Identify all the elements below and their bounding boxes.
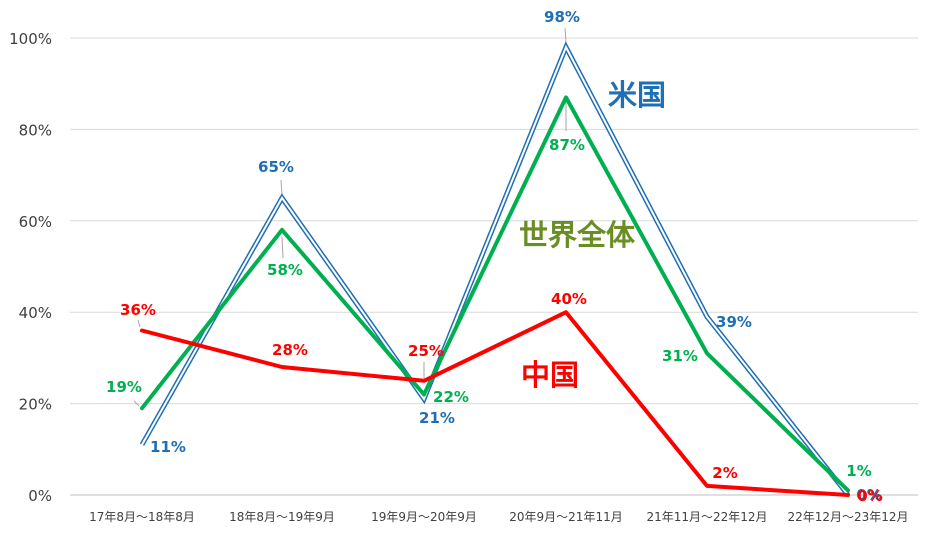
y-tick-label: 60% [19,213,52,231]
series-us [139,41,850,497]
data-label-us: 98% [544,8,580,26]
data-label-world: 87% [549,136,585,154]
leader-line [133,400,140,407]
y-tick-label: 40% [19,304,52,322]
x-axis-ticks: 17年8月～18年8月 18年8月～19年9月 19年9月～20年9月 20年9月～2… [89,510,908,524]
data-label-world: 58% [267,261,303,279]
series-line [140,310,850,497]
data-label-world: 22% [433,388,469,406]
leader-line [137,319,141,328]
x-tick-label: 21年11月～22年12月 [646,510,767,524]
data-label-world: 19% [106,378,142,396]
y-tick-label: 80% [19,121,52,139]
data-label-world: 1% [846,462,871,480]
series-name-world: 世界全体 [519,218,636,252]
y-tick-label: 100% [9,30,52,48]
data-label-us: 21% [419,409,455,427]
leader-line [564,27,567,43]
series-lines [139,41,850,497]
x-tick-label: 22年12月～23年12月 [787,510,908,524]
y-axis-ticks: 0% 20% 40% 60% 80% 100% [9,30,52,505]
data-label-china: 28% [272,341,308,359]
data-label-us: 11% [150,438,186,456]
x-tick-label: 19年9月～20年9月 [371,510,477,524]
data-labels: 11% 65% 21% 98% 39% 0% 19% 58% 22% 87% 31% 1% 36% 28%… [106,8,883,505]
leader-lines [133,27,567,407]
series-china [140,310,850,497]
y-tick-label: 0% [28,487,52,505]
series-line [140,95,850,493]
leader-line [281,236,284,259]
data-label-china: 0% [857,487,882,505]
data-label-china: 40% [551,290,587,308]
data-label-us: 65% [258,158,294,176]
leader-line [280,179,283,196]
series-world [140,95,850,493]
data-label-china: 25% [408,342,444,360]
x-tick-label: 17年8月～18年8月 [89,510,195,524]
y-tick-label: 20% [19,396,52,414]
series-name-china: 中国 [521,358,579,392]
gridlines [70,37,918,496]
series-line-inner [141,44,849,496]
data-label-china: 2% [712,464,737,482]
x-tick-label: 20年9月～21年11月 [509,510,622,524]
data-label-us: 0% [856,486,881,504]
series-name-us: 米国 [608,78,666,112]
x-tick-label: 18年8月～19年9月 [229,510,335,524]
data-label-world: 31% [662,347,698,365]
data-label-china: 36% [120,301,156,319]
data-label-us: 39% [716,313,752,331]
